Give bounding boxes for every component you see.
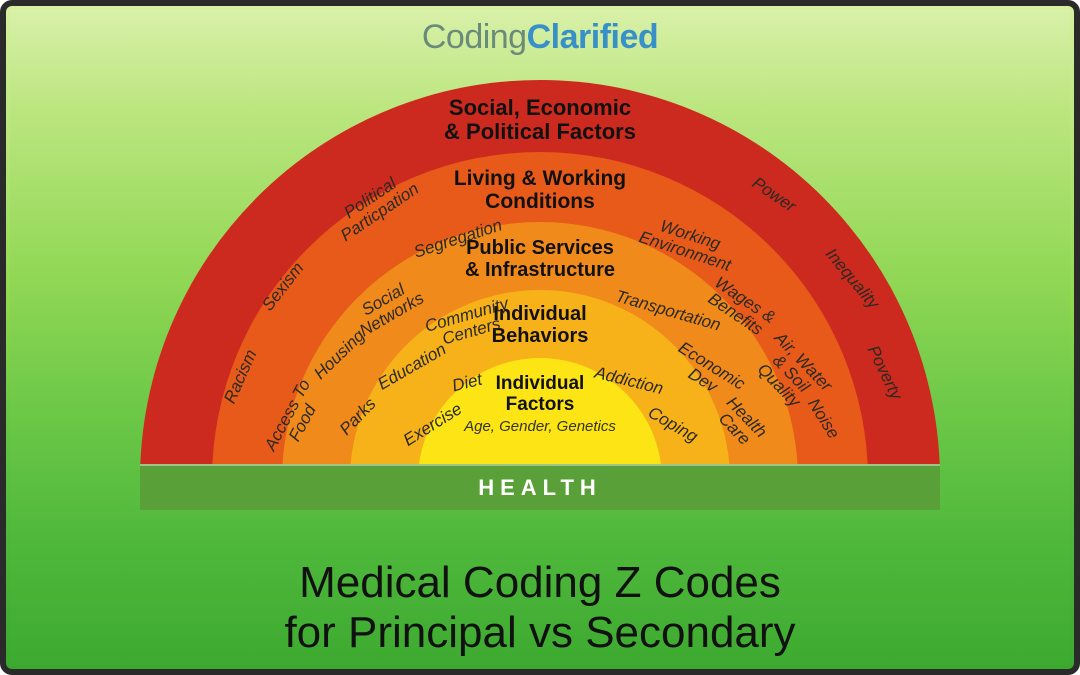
canvas: CodingClarified HEALTH Social, Economic&… [10,10,1070,665]
outer-frame: CodingClarified HEALTH Social, Economic&… [0,0,1080,675]
headline-line1: Medical Coding Z Codes [299,558,781,607]
health-bar: HEALTH [140,464,940,510]
headline: Medical Coding Z Codes for Principal vs … [284,558,795,659]
health-label: HEALTH [478,475,602,501]
brand-logo: CodingClarified [422,18,658,57]
ring-title-arc4: Living & WorkingConditions [410,168,670,213]
ring-subtitle-inner: Age, Gender, Genetics [464,418,616,435]
rainbow-diagram: HEALTH Social, Economic& Political Facto… [140,80,940,510]
ring-title-outer: Social, Economic& Political Factors [410,96,670,144]
brand-part2: Clarified [527,18,659,56]
brand-part1: Coding [422,18,527,56]
headline-line2: for Principal vs Secondary [284,608,795,659]
